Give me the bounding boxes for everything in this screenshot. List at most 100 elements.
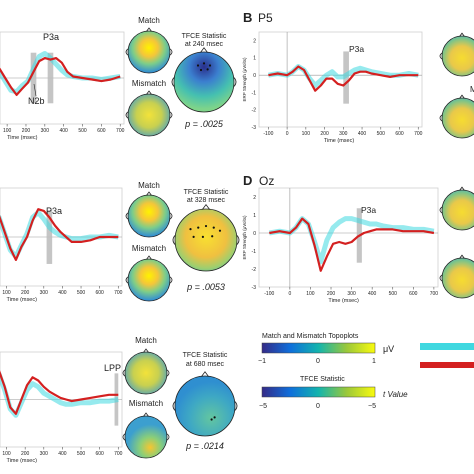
x-tick-label: -100 xyxy=(264,291,274,297)
p3a-label-d: P3a xyxy=(361,205,376,215)
legend-tfce-tick-max: −5 xyxy=(368,403,376,410)
erp-plot-5: 100 200 300 400 500 600 700 Time (msec) xyxy=(0,351,123,464)
tfce-topoplot-3-nose xyxy=(201,371,209,377)
x-axis-label: Time (msec) xyxy=(7,297,38,303)
x-tick-label: 500 xyxy=(77,290,86,296)
x-tick-label: 700 xyxy=(430,291,439,297)
erp-plot-2: -100 0 100 200 300 400 500 600 700 Time (msec) -3 -… xyxy=(242,31,423,144)
legend-topo-colorbar xyxy=(261,342,376,354)
x-tick-label: 300 xyxy=(40,451,49,457)
y-tick-label: 1 xyxy=(253,56,256,62)
tfce-topoplot-2-electrode-0 xyxy=(189,228,192,231)
topoplot-match-d-ear-left xyxy=(439,206,443,214)
topoplot-match-2-ear-left xyxy=(125,212,129,220)
x-axis-label: Time (msec) xyxy=(328,298,359,304)
x-tick-label: 100 xyxy=(2,451,11,457)
legend-tfce-colorbar xyxy=(261,386,376,398)
x-tick-label: 300 xyxy=(347,291,356,297)
topoplot-mismatch-3-nose xyxy=(143,412,149,417)
legend-swatch-match xyxy=(420,343,474,350)
tfce-topoplot-2-electrode-2 xyxy=(204,224,208,228)
n2b-leader xyxy=(33,83,37,97)
topoplot-match-3-nose xyxy=(143,348,149,353)
series-line-match xyxy=(0,371,119,418)
legend-swatch-mismatch xyxy=(420,362,474,368)
topoplot-mismatch-d-ear-left xyxy=(439,274,443,282)
x-tick-label: 600 xyxy=(409,291,418,297)
topoplot-match-b-ear-left xyxy=(439,52,443,60)
x-tick-label: 100 xyxy=(3,128,12,134)
tfce-time-2: at 328 msec xyxy=(187,197,226,204)
tfce-topoplot-1-electrode-4 xyxy=(206,68,209,71)
legend-topo-tick-min: −1 xyxy=(258,358,266,365)
tfce-title-1: TFCE Statistic xyxy=(182,33,227,40)
topoplot-match-1 xyxy=(125,27,173,74)
legend-tfce-tick-mid: 0 xyxy=(316,403,320,410)
tfce-p-3: p = .0214 xyxy=(185,441,224,451)
y-tick-label: -2 xyxy=(252,267,257,273)
legend-topo-unit: μV xyxy=(383,344,394,354)
topoplot-mismatch-1-ear-left xyxy=(125,111,129,119)
x-tick-label: 400 xyxy=(358,131,367,137)
topoplot-mismatch-3 xyxy=(122,412,170,459)
p3a-label-a: P3a xyxy=(43,32,59,42)
x-tick-label: 300 xyxy=(339,131,348,137)
analysis-window xyxy=(46,210,53,264)
x-tick-label: 200 xyxy=(22,128,31,134)
x-tick-label: 500 xyxy=(377,131,386,137)
topoplot-match-b-nose xyxy=(459,32,465,37)
topoplot-mismatch-3-scalp xyxy=(124,415,168,459)
erp-plot-4: -100 0 100 200 300 400 500 600 700 Time (msec) -3 -… xyxy=(242,187,439,304)
x-tick-label: 500 xyxy=(77,451,86,457)
tfce-topoplot-1-scalp xyxy=(173,51,235,113)
y-tick-label: -3 xyxy=(252,125,257,131)
x-tick-label: 200 xyxy=(327,291,336,297)
x-tick-label: 0 xyxy=(286,131,289,137)
x-tick-label: 500 xyxy=(78,128,87,134)
topoplot-match-2-ear-right xyxy=(169,212,173,220)
topoplot-mismatch-3-ear-left xyxy=(122,433,126,441)
legend-topo-tick-mid: 0 xyxy=(316,358,320,365)
series-line-mismatch xyxy=(268,65,419,92)
x-tick-label: 100 xyxy=(306,291,315,297)
topoplot-match-b-scalp xyxy=(441,35,474,77)
topoplot-mismatch-b-nose xyxy=(459,94,465,99)
topoplot-mismatch-b-ear-left xyxy=(439,114,443,122)
tfce-title-3: TFCE Statistic xyxy=(183,352,228,359)
x-tick-label: 400 xyxy=(368,291,377,297)
tfce-topoplot-3-electrode-1 xyxy=(213,416,216,419)
tfce-topoplot-2-electrode-1 xyxy=(197,226,200,229)
topoplot-mismatch-1 xyxy=(125,90,173,137)
plot-frame xyxy=(258,31,423,128)
legend-tfce-title: TFCE Statistic xyxy=(300,376,345,383)
tfce-topoplot-1-electrode-3 xyxy=(199,68,203,72)
tfce-p-2: p = .0053 xyxy=(186,282,225,292)
topoplot-match-3 xyxy=(122,348,170,395)
tfce-time-3: at 680 msec xyxy=(186,361,225,368)
tfce-topoplot-2-electrode-3 xyxy=(212,226,215,229)
y-axis-label: ERP Strength (μVolts) xyxy=(242,215,247,260)
n2b-label: N2b xyxy=(28,96,45,106)
tfce-topoplot-1-electrode-0 xyxy=(196,64,200,67)
tfce-title-2: TFCE Statistic xyxy=(184,189,229,196)
topoplot-match-b xyxy=(439,32,474,77)
y-tick-label: -3 xyxy=(252,285,257,291)
tfce-topoplot-1-electrode-2 xyxy=(208,64,212,67)
topo-label-match-3: Match xyxy=(135,336,157,345)
y-tick-label: 0 xyxy=(253,73,256,79)
x-tick-label: 700 xyxy=(414,131,423,137)
panel-d-letter: D xyxy=(243,173,252,188)
analysis-window xyxy=(30,52,37,104)
tfce-time-1: at 240 msec xyxy=(185,41,224,48)
tfce-topoplot-2-ear-left xyxy=(172,235,176,245)
x-tick-label: 500 xyxy=(389,291,398,297)
y-tick-label: -1 xyxy=(252,249,257,255)
series-line-mismatch xyxy=(269,217,435,272)
x-tick-label: 700 xyxy=(116,128,125,134)
y-axis-label: ERP Strength (μVolts) xyxy=(242,57,247,102)
topo-label-mismatch-1: Mismatch xyxy=(132,79,166,88)
x-axis-label: Time (msec) xyxy=(7,135,38,141)
tfce-topoplot-1-ear-left xyxy=(171,77,175,87)
topoplot-mismatch-2-ear-right xyxy=(169,276,173,284)
